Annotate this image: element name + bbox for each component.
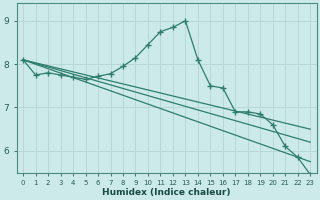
X-axis label: Humidex (Indice chaleur): Humidex (Indice chaleur) <box>102 188 231 197</box>
